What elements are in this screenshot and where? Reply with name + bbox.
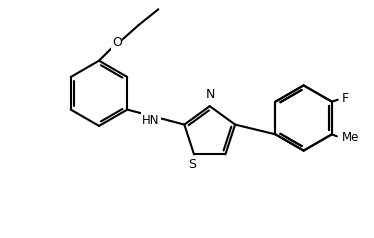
Text: O: O: [112, 36, 122, 50]
Text: N: N: [206, 88, 215, 101]
Text: Me: Me: [342, 131, 359, 144]
Text: F: F: [342, 92, 349, 105]
Text: HN: HN: [142, 114, 160, 127]
Text: S: S: [188, 158, 196, 171]
